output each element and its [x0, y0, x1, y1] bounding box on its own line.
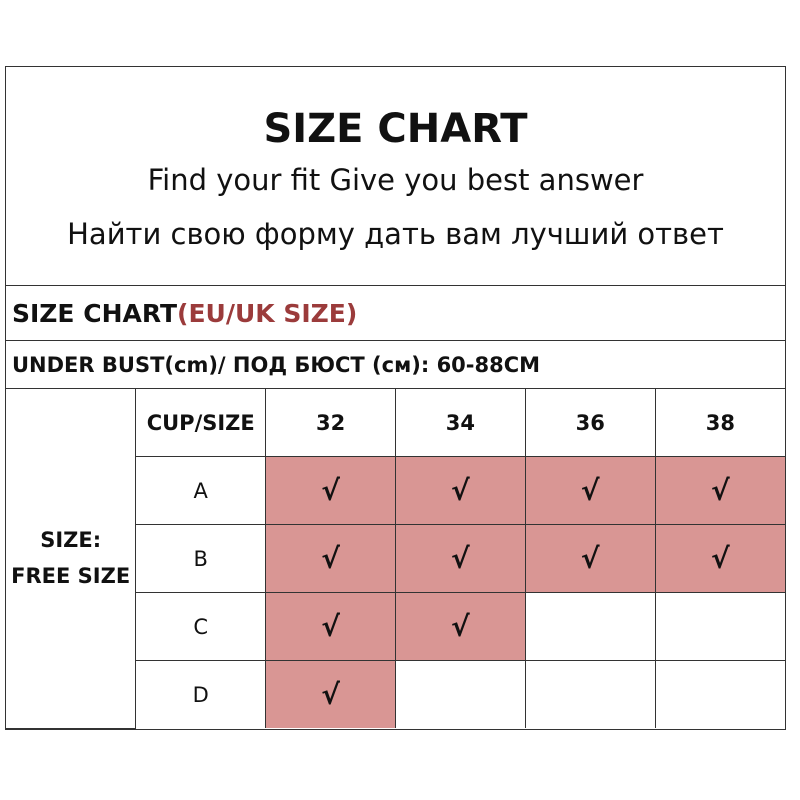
empty-cell	[524, 592, 656, 661]
size-system-label: (EU/UK SIZE)	[177, 298, 358, 328]
check-cell: √	[654, 456, 785, 525]
table-row: A √ √ √ √	[6, 456, 785, 525]
under-bust-label: UNDER BUST(cm)/ ПОД БЮСТ (см): 60-88CM	[12, 352, 541, 377]
page-title: SIZE CHART	[263, 106, 528, 152]
empty-cell	[654, 660, 785, 728]
header: SIZE CHART Find your fit Give you best a…	[6, 67, 785, 286]
check-cell: √	[654, 524, 785, 593]
table-row: D √	[6, 660, 785, 728]
column-header: 38	[654, 389, 785, 457]
check-cell: √	[265, 592, 396, 661]
column-header: 36	[524, 389, 656, 457]
check-cell: √	[394, 592, 526, 661]
table-header-row: SIZE: FREE SIZE CUP/SIZE 32 34 36 38	[6, 389, 785, 729]
check-cell: √	[265, 456, 396, 525]
check-cell: √	[265, 660, 396, 728]
free-size-label: FREE SIZE	[11, 564, 131, 589]
cup-label: C	[135, 592, 267, 661]
size-label-cell: SIZE: FREE SIZE	[6, 389, 137, 729]
column-header: 34	[394, 389, 526, 457]
cup-label: A	[135, 456, 267, 525]
empty-cell	[654, 592, 785, 661]
subtitle-russian: Найти свою форму дать вам лучший ответ	[67, 217, 724, 251]
table-row: C √ √	[6, 592, 785, 661]
empty-cell	[394, 660, 526, 728]
size-chart: SIZE CHART Find your fit Give you best a…	[5, 66, 786, 730]
empty-cell	[524, 660, 656, 728]
cup-label: B	[135, 524, 267, 593]
size-chart-label: SIZE CHART	[12, 298, 178, 328]
check-cell: √	[394, 524, 526, 593]
under-bust-row: UNDER BUST(cm)/ ПОД БЮСТ (см): 60-88CM	[6, 341, 785, 389]
check-cell: √	[265, 524, 396, 593]
cup-label: D	[135, 660, 267, 728]
table-row: B √ √ √ √	[6, 524, 785, 593]
size-chart-row: SIZE CHART (EU/UK SIZE)	[6, 286, 785, 341]
subtitle-english: Find your fit Give you best answer	[147, 163, 644, 197]
size-table: SIZE: FREE SIZE CUP/SIZE 32 34 36 38 A √ √ √ √ B √ √ √ √…	[6, 389, 785, 729]
cup-size-header: CUP/SIZE	[135, 389, 267, 457]
size-label: SIZE:	[40, 528, 102, 553]
check-cell: √	[524, 524, 656, 593]
check-cell: √	[524, 456, 656, 525]
check-cell: √	[394, 456, 526, 525]
column-header: 32	[265, 389, 396, 457]
